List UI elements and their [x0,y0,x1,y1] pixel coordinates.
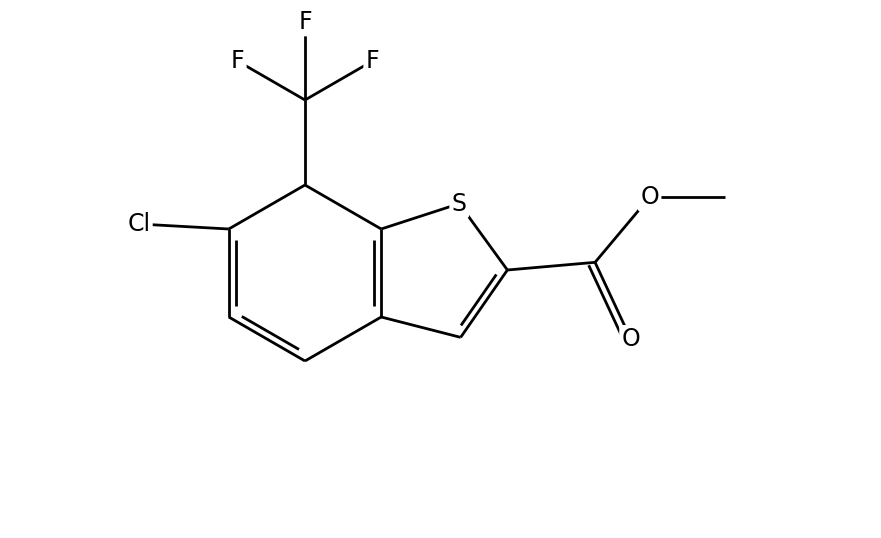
Text: Cl: Cl [127,212,151,236]
Text: F: F [231,49,244,73]
Text: F: F [366,49,380,73]
Text: S: S [452,192,467,216]
Text: O: O [622,327,640,351]
Text: F: F [298,10,312,34]
Text: O: O [640,185,659,209]
